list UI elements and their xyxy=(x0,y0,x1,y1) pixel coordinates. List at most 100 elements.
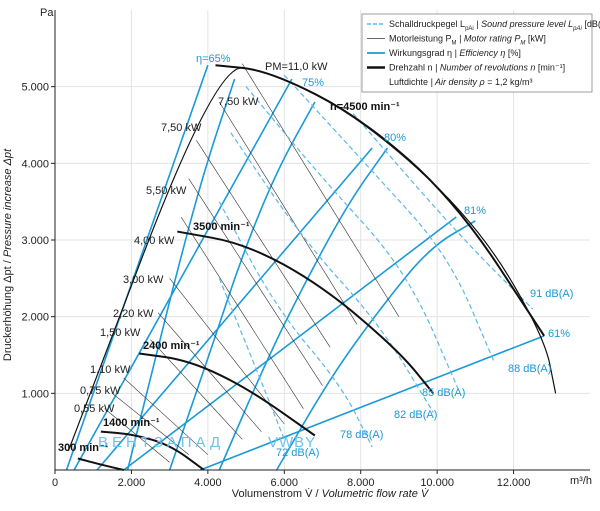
legend-item-2: Wirkungsgrad η | Efficiency η [%] xyxy=(367,48,521,58)
sound-level-curve-3 xyxy=(245,86,461,394)
speed-label-0: n=4500 min⁻¹ xyxy=(330,101,400,113)
x-tick-label-6: 12.000 xyxy=(497,477,531,489)
legend-text-part-0-4: [dB(A)] xyxy=(582,19,600,29)
motor-rating-label-1: 7,50 kW xyxy=(218,96,259,108)
speed-label-2: 2400 min⁻¹ xyxy=(143,340,200,352)
legend-box xyxy=(361,13,593,93)
legend-text-0: Schalldruckpegel LpAi | Sound pressure l… xyxy=(389,19,600,32)
sound-label-5: 91 dB(A) xyxy=(530,288,573,300)
x-tick-label-2: 4.000 xyxy=(194,477,222,489)
legend-text-part-0-1: pAi xyxy=(465,26,474,32)
sound-label-4: 88 dB(A) xyxy=(508,363,551,375)
y-tick-label-1: 2.000 xyxy=(21,312,49,324)
y-tick-label-0: 1.000 xyxy=(21,388,49,400)
legend-item-4: Luftdichte | Air density ρ = 1,2 kg/m³ xyxy=(389,77,533,87)
efficiency-line-2 xyxy=(96,147,373,471)
sound-label-1: 78 dB(A) xyxy=(340,429,383,441)
legend-text-part-4-4: = 1,2 kg/m³ xyxy=(485,77,533,87)
legend-text-part-0-0: Schalldruckpegel L xyxy=(389,19,465,29)
efficiency-label-3: 81% xyxy=(464,205,486,217)
y-tick-label-2: 3.000 xyxy=(21,235,49,247)
motor-rating-line-9 xyxy=(112,393,189,455)
chart-labels: n=4500 min⁻¹ 3500 min⁻¹ 2400 min⁻¹ 1400 min… xyxy=(58,53,573,459)
sound-level-curve-4 xyxy=(283,74,496,363)
sound-label-3: 85 dB(A) xyxy=(422,387,465,399)
sound-label-0: 72 dB(A) xyxy=(276,447,319,459)
envelope-curve xyxy=(67,67,557,452)
legend-text-part-1-0: Motorleistung P xyxy=(389,34,452,44)
x-axis-title-en: Volumetric flow rate V̇ xyxy=(322,487,430,500)
legend-item-1: Motorleistung PM | Motor rating PM [kW] xyxy=(367,34,546,47)
efficiency-line-4 xyxy=(199,335,545,471)
efficiency-label-4: 61% xyxy=(548,328,570,340)
motor-rating-label-2: 7,50 kW xyxy=(161,122,202,134)
iso-efficiency-curve-2 xyxy=(218,147,389,471)
legend-text-part-4-2: | Air density ρ xyxy=(428,77,485,87)
legend-text-part-3-0: Drehzahl n xyxy=(389,63,433,73)
legend-text-part-0-3: pAi xyxy=(572,26,582,32)
y-axis-title-de: Druckerhöhung Δpt / xyxy=(2,257,14,361)
legend-text-part-2-2: | Efficiency η xyxy=(452,48,505,58)
x-tick-label-5: 10.000 xyxy=(420,477,454,489)
efficiency-label-2: 80% xyxy=(384,132,406,144)
legend-text-3: Drehzahl n | Number of revolutions n [mi… xyxy=(389,63,565,73)
efficiency-line-3 xyxy=(123,216,457,471)
speed-curve-2 xyxy=(138,352,316,437)
x-tick-label-4: 8.000 xyxy=(347,477,375,489)
legend-items: Schalldruckpegel LpAi | Sound pressure l… xyxy=(367,19,600,87)
speed-curve-1 xyxy=(177,230,435,394)
legend-text-part-4-0: Luftdichte xyxy=(389,77,428,87)
sound-level-curve-2 xyxy=(230,132,434,413)
legend: Schalldruckpegel LpAi | Sound pressure l… xyxy=(361,13,600,93)
x-unit-label: m³/h xyxy=(570,475,592,487)
sound-level-curve-1 xyxy=(218,201,373,448)
x-axis-title-de: Volumenstrom V̇ / xyxy=(232,487,322,500)
legend-text-4: Luftdichte | Air density ρ = 1,2 kg/m³ xyxy=(389,77,533,87)
motor-rating-line-6 xyxy=(157,312,262,432)
motor-rating-line-4 xyxy=(180,216,304,409)
legend-text-part-1-1: M xyxy=(452,41,457,47)
motor-rating-label-0: PM=11,0 kW xyxy=(265,61,328,73)
motor-rating-label-4: 4,00 kW xyxy=(134,235,175,247)
motor-rating-line-0 xyxy=(241,63,400,317)
motor-rating-label-10: 0,55 kW xyxy=(74,403,115,415)
watermark-right: VWBY xyxy=(268,434,316,451)
efficiency-label-0: η=65% xyxy=(196,53,231,65)
motor-rating-line-1 xyxy=(219,101,358,325)
sound-level-curve-5 xyxy=(352,113,534,310)
x-axis-title: Volumenstrom V̇ / Volumetric flow rate V… xyxy=(232,487,430,500)
motor-rating-label-3: 5,50 kW xyxy=(146,185,187,197)
motor-rating-line-3 xyxy=(188,178,323,386)
speed-label-3: 1400 min⁻¹ xyxy=(103,417,160,429)
iso-efficiency-curve-1 xyxy=(168,101,316,471)
legend-text-part-3-2: | Number of revolutions n xyxy=(433,63,536,73)
legend-text-part-3-4: [min⁻¹] xyxy=(535,63,565,73)
legend-item-3: Drehzahl n | Number of revolutions n [mi… xyxy=(367,63,565,73)
legend-text-part-1-4: [kW] xyxy=(525,34,546,44)
x-tick-label-3: 6.000 xyxy=(271,477,299,489)
legend-text-part-0-2: | Sound pressure level L xyxy=(474,19,573,29)
iso-efficiency-curve-3 xyxy=(275,220,476,471)
legend-text-part-2-4: [%] xyxy=(505,48,521,58)
axes: 0 2.000 4.000 6.000 8.000 10.000 12.000 1.000 2.… xyxy=(21,10,590,489)
y-tick-label-4: 5.000 xyxy=(21,82,49,94)
watermark-left: ВЕНТЗАПАД xyxy=(98,434,224,451)
efficiency-line-1 xyxy=(73,78,293,471)
y-axis-title: Druckerhöhung Δpt / Pressure increase Δp… xyxy=(2,148,14,361)
motor-rating-label-8: 1,10 kW xyxy=(90,364,131,376)
legend-text-2: Wirkungsgrad η | Efficiency η [%] xyxy=(389,48,521,58)
motor-rating-line-8 xyxy=(123,377,209,455)
x-tick-label-1: 2.000 xyxy=(118,477,146,489)
efficiency-label-1: 75% xyxy=(302,77,324,89)
y-axis-title-en: Pressure increase Δpt xyxy=(2,148,14,257)
sound-level-curve-0 xyxy=(218,278,285,440)
chart-series xyxy=(65,63,557,471)
x-tick-label-0: 0 xyxy=(52,477,58,489)
motor-rating-line-5 xyxy=(169,278,285,425)
legend-text-1: Motorleistung PM | Motor rating PM [kW] xyxy=(389,34,546,47)
legend-text-part-2-0: Wirkungsgrad η xyxy=(389,48,452,58)
motor-rating-label-6: 2,20 kW xyxy=(113,308,154,320)
speed-curve-4 xyxy=(77,457,125,471)
y-tick-label-3: 4.000 xyxy=(21,158,49,170)
